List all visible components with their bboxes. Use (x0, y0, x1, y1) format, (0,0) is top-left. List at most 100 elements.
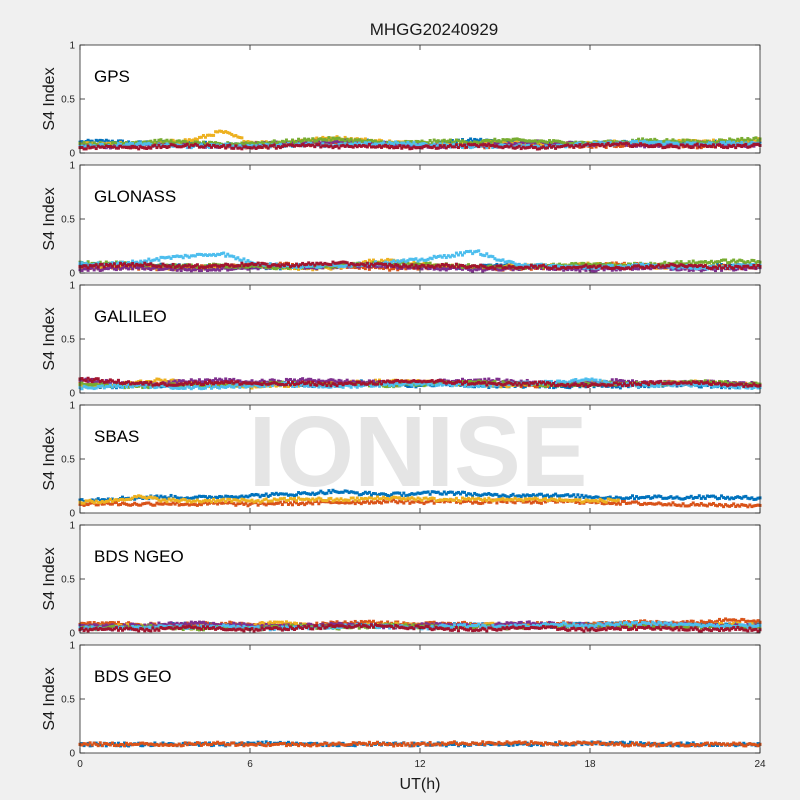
data-point (92, 268, 96, 272)
data-point (541, 265, 545, 269)
data-point (250, 141, 254, 145)
data-point (418, 142, 422, 146)
data-point (590, 145, 594, 149)
data-point (248, 265, 252, 269)
data-point (679, 267, 683, 271)
data-point (238, 135, 242, 139)
data-point (558, 264, 562, 268)
data-point (355, 142, 359, 146)
data-point (523, 262, 527, 266)
data-point (659, 262, 663, 266)
data-point (709, 264, 713, 268)
data-point (726, 265, 730, 269)
data-point (264, 144, 268, 148)
data-point (315, 139, 319, 143)
data-point (626, 262, 630, 266)
data-point (199, 265, 203, 269)
data-point (104, 260, 108, 264)
data-point (114, 268, 118, 272)
data-point (327, 141, 331, 145)
data-point (313, 139, 317, 143)
data-point (428, 265, 432, 269)
data-point (307, 264, 311, 268)
data-point (173, 255, 177, 259)
data-point (291, 143, 294, 147)
data-point (187, 267, 191, 271)
data-point (404, 145, 408, 149)
data-point (206, 265, 209, 269)
data-point (535, 265, 539, 269)
data-point (214, 254, 218, 258)
data-point (280, 139, 284, 143)
data-point (732, 258, 736, 262)
data-point (262, 141, 266, 145)
data-point (319, 145, 323, 149)
data-point (554, 268, 558, 272)
data-point (80, 140, 84, 144)
data-point (695, 261, 699, 265)
data-point (246, 144, 250, 148)
data-point (592, 264, 596, 268)
series-6 (78, 260, 762, 271)
data-point (337, 139, 341, 143)
data-point (703, 260, 707, 264)
data-point (450, 145, 454, 149)
data-point (681, 265, 685, 269)
data-point (697, 260, 701, 264)
data-point (90, 145, 94, 149)
data-point (394, 261, 398, 265)
data-point (270, 144, 274, 148)
data-point (84, 141, 88, 145)
data-point (535, 144, 539, 148)
data-point (155, 146, 159, 150)
data-point (507, 143, 511, 147)
data-point (693, 139, 697, 143)
data-point (187, 263, 191, 267)
data-point (645, 140, 649, 144)
data-point (145, 259, 149, 263)
data-point (689, 263, 693, 267)
data-point (647, 262, 651, 266)
data-point (711, 267, 715, 271)
data-point (428, 261, 432, 265)
data-point (452, 145, 456, 149)
data-point (533, 264, 537, 268)
data-point (697, 266, 701, 270)
data-point (240, 141, 244, 145)
data-point (558, 262, 562, 266)
data-point (228, 254, 232, 258)
data-point (394, 263, 398, 267)
data-point (131, 259, 135, 263)
data-point (600, 142, 604, 146)
data-point (691, 143, 695, 147)
data-point (373, 266, 377, 270)
data-point (191, 141, 195, 145)
data-point (716, 260, 719, 264)
data-point (181, 144, 185, 148)
data-point (199, 145, 203, 149)
data-point (732, 266, 736, 270)
data-point (740, 138, 744, 142)
data-point (139, 143, 143, 147)
data-point (359, 137, 363, 141)
data-point (438, 142, 442, 146)
data-point (489, 264, 493, 268)
data-point (264, 140, 268, 144)
data-point (135, 142, 139, 146)
data-point (580, 140, 584, 144)
data-point (365, 145, 369, 149)
data-point (153, 138, 157, 142)
data-point (412, 145, 416, 149)
data-point (141, 260, 145, 264)
data-point (550, 145, 554, 149)
data-point (335, 135, 339, 139)
data-point (388, 146, 392, 150)
data-point (114, 141, 118, 145)
data-point (173, 263, 177, 267)
data-point (137, 261, 141, 265)
data-point (748, 266, 752, 270)
data-point (329, 138, 333, 142)
data-point (452, 140, 456, 144)
data-point (102, 263, 106, 267)
data-point (633, 139, 637, 143)
